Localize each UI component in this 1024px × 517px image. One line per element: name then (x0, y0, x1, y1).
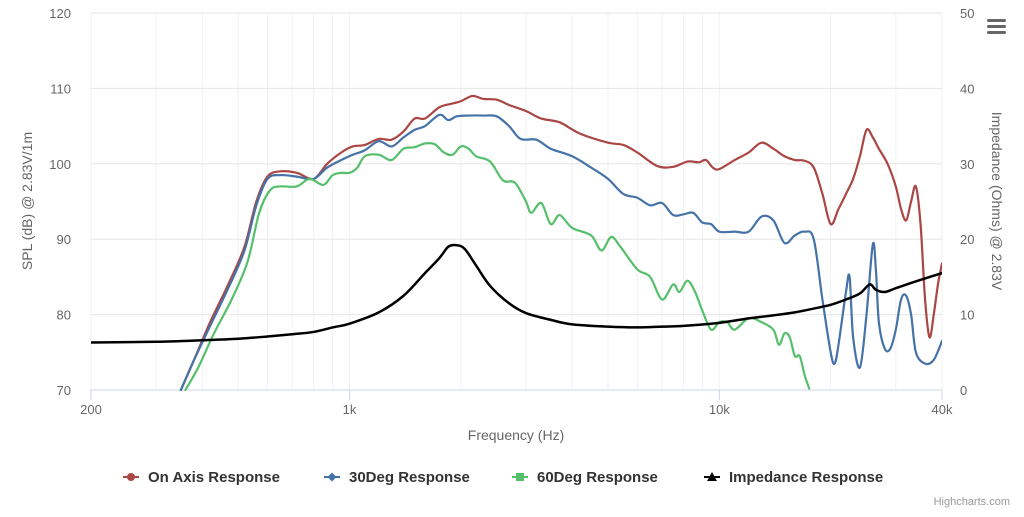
legend-item-impedance-response[interactable]: Impedance Response (704, 469, 883, 486)
x-axis-title: Frequency (Hz) (468, 427, 564, 443)
x-tick-label: 1k (343, 402, 357, 417)
y-tick-label: 70 (57, 383, 71, 398)
hamburger-menu-icon[interactable] (984, 14, 1008, 38)
30deg-response-line[interactable] (179, 113, 942, 391)
y-tick-label: 120 (49, 6, 71, 21)
y2-tick-label: 30 (960, 157, 974, 172)
on-axis-response-line[interactable] (179, 94, 942, 391)
x-tick-label: 10k (709, 402, 730, 417)
x-axis: 200 1k 10k 40k (80, 389, 953, 417)
y-tick-label: 100 (49, 157, 71, 172)
y2-tick-label: 20 (960, 232, 974, 247)
legend-item-60deg-response[interactable]: 60Deg Response (512, 469, 658, 486)
plot-area (91, 94, 942, 391)
y2-axis-title: Impedance (Ohms) @ 2.83V (989, 112, 1005, 291)
impedance-response-line[interactable] (91, 243, 942, 344)
legend-item-on-axis-response[interactable]: On Axis Response (123, 469, 280, 486)
legend-marker-circle (127, 473, 135, 481)
y-axis-right: 0 10 20 30 40 50 (960, 6, 974, 398)
legend-label: On Axis Response (148, 469, 280, 486)
legend-label: 60Deg Response (537, 469, 658, 486)
legend-item-30deg-response[interactable]: 30Deg Response (324, 469, 470, 486)
y-axis-title: SPL (dB) @ 2.83V/1m (19, 132, 35, 270)
y-tick-label: 90 (57, 232, 71, 247)
y-tick-label: 110 (50, 81, 71, 96)
legend-marker-diamond (327, 472, 337, 482)
legend: On Axis Response 30Deg Response 60Deg Resp… (123, 469, 883, 486)
legend-marker-triangle (707, 472, 717, 481)
legend-marker-square (516, 473, 524, 481)
60deg-response-line[interactable] (184, 141, 811, 391)
y2-tick-label: 50 (960, 6, 974, 21)
credits-link[interactable]: Highcharts.com (934, 496, 1010, 508)
y-axis-left: 70 80 90 100 110 120 (49, 6, 71, 398)
legend-label: 30Deg Response (349, 469, 470, 486)
y-tick-label: 80 (57, 308, 71, 323)
y2-tick-label: 10 (960, 308, 974, 323)
legend-label: Impedance Response (729, 469, 883, 486)
x-tick-label: 200 (80, 402, 102, 417)
y2-tick-label: 0 (960, 383, 967, 398)
y2-tick-label: 40 (960, 81, 974, 96)
x-tick-label: 40k (932, 402, 953, 417)
